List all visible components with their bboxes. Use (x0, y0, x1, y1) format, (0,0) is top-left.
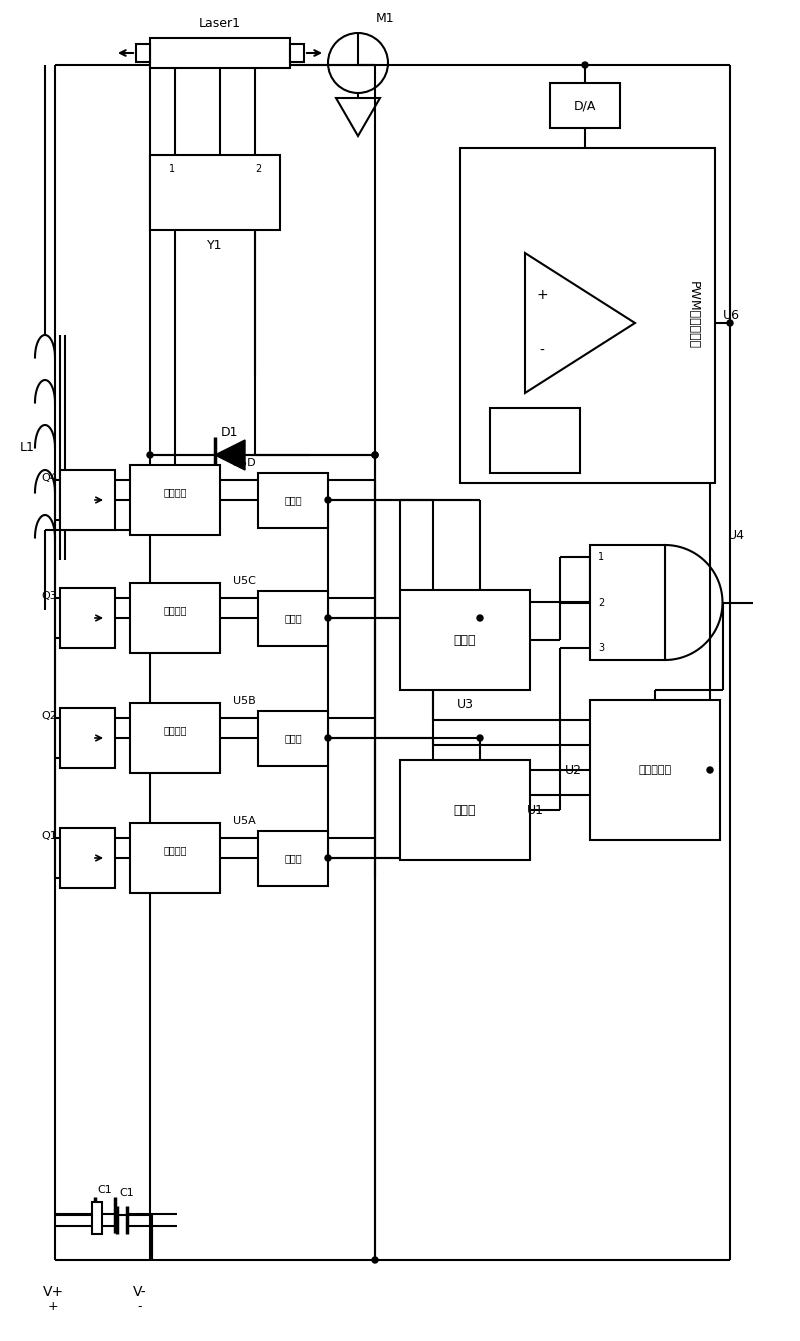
Text: Q3: Q3 (42, 591, 57, 601)
Circle shape (372, 452, 378, 459)
Text: 门电路: 门电路 (284, 495, 302, 506)
Text: D1: D1 (222, 425, 238, 439)
Bar (550, 83, 620, 127)
Text: U3: U3 (457, 697, 474, 711)
Bar (590, 544, 665, 660)
Bar (130, 583, 220, 653)
Text: D/A: D/A (574, 99, 596, 113)
Bar (400, 760, 530, 860)
Bar (130, 823, 220, 893)
Text: C1: C1 (98, 1185, 112, 1195)
Circle shape (372, 452, 378, 459)
Bar (136, 44, 150, 62)
Text: 隔离驱动: 隔离驱动 (163, 605, 186, 616)
Text: 3: 3 (598, 642, 604, 653)
Text: U5A: U5A (234, 817, 256, 826)
Circle shape (325, 498, 331, 503)
Circle shape (707, 767, 713, 772)
Text: 1: 1 (598, 552, 604, 562)
Bar (60, 827, 115, 888)
Circle shape (477, 735, 483, 742)
Text: 隔离驱动: 隔离驱动 (163, 845, 186, 856)
Circle shape (147, 452, 153, 459)
Text: 计数器: 计数器 (454, 633, 476, 646)
Text: +: + (48, 1299, 58, 1313)
Text: Q2: Q2 (41, 711, 57, 721)
Text: U1: U1 (526, 803, 543, 817)
Polygon shape (215, 440, 245, 469)
Circle shape (325, 616, 331, 621)
Bar (258, 711, 328, 766)
Bar (60, 469, 115, 530)
Bar (258, 591, 328, 646)
Text: L1: L1 (19, 441, 34, 455)
Circle shape (372, 1257, 378, 1263)
Bar (290, 44, 304, 62)
Text: C1: C1 (119, 1188, 134, 1198)
Text: U5C: U5C (233, 577, 256, 586)
Text: U2: U2 (565, 763, 582, 776)
Circle shape (325, 735, 331, 742)
Text: V+: V+ (42, 1285, 63, 1299)
Circle shape (727, 320, 733, 326)
Bar (92, 1202, 102, 1234)
Bar (130, 703, 220, 772)
Text: 门电路: 门电路 (284, 613, 302, 624)
Text: 2: 2 (255, 164, 261, 174)
Text: U4: U4 (727, 528, 745, 542)
Bar (150, 156, 280, 231)
Text: 门组合电路: 门组合电路 (638, 764, 671, 775)
Text: U6: U6 (723, 308, 740, 322)
Text: U5D: U5D (232, 459, 256, 468)
Bar (590, 700, 720, 839)
Circle shape (325, 856, 331, 861)
Bar (460, 148, 715, 483)
Circle shape (582, 62, 588, 68)
Text: +: + (536, 288, 548, 302)
Bar (60, 587, 115, 648)
Text: 门电路: 门电路 (284, 853, 302, 864)
Bar (258, 831, 328, 886)
Circle shape (477, 616, 483, 621)
Text: 译码器: 译码器 (454, 803, 476, 817)
Text: PWM信号生成器: PWM信号生成器 (686, 282, 699, 350)
Text: 1: 1 (169, 164, 175, 174)
Text: Q1: Q1 (42, 831, 57, 841)
Text: 隔离驱动: 隔离驱动 (163, 487, 186, 498)
Bar (400, 590, 530, 691)
Text: Q4: Q4 (41, 473, 57, 483)
Text: 隔离驱动: 隔离驱动 (163, 725, 186, 735)
Text: U5B: U5B (234, 696, 256, 705)
Text: -: - (138, 1299, 142, 1313)
Bar (258, 473, 328, 528)
Bar (130, 465, 220, 535)
Bar (490, 408, 580, 473)
Text: Y1: Y1 (207, 239, 222, 252)
Text: 门电路: 门电路 (284, 734, 302, 743)
Text: -: - (539, 345, 545, 358)
Text: M1: M1 (376, 12, 394, 24)
Bar (60, 708, 115, 768)
Text: Laser1: Laser1 (199, 16, 241, 30)
Bar (150, 38, 290, 68)
Text: V-: V- (133, 1285, 147, 1299)
Text: 2: 2 (598, 598, 604, 607)
